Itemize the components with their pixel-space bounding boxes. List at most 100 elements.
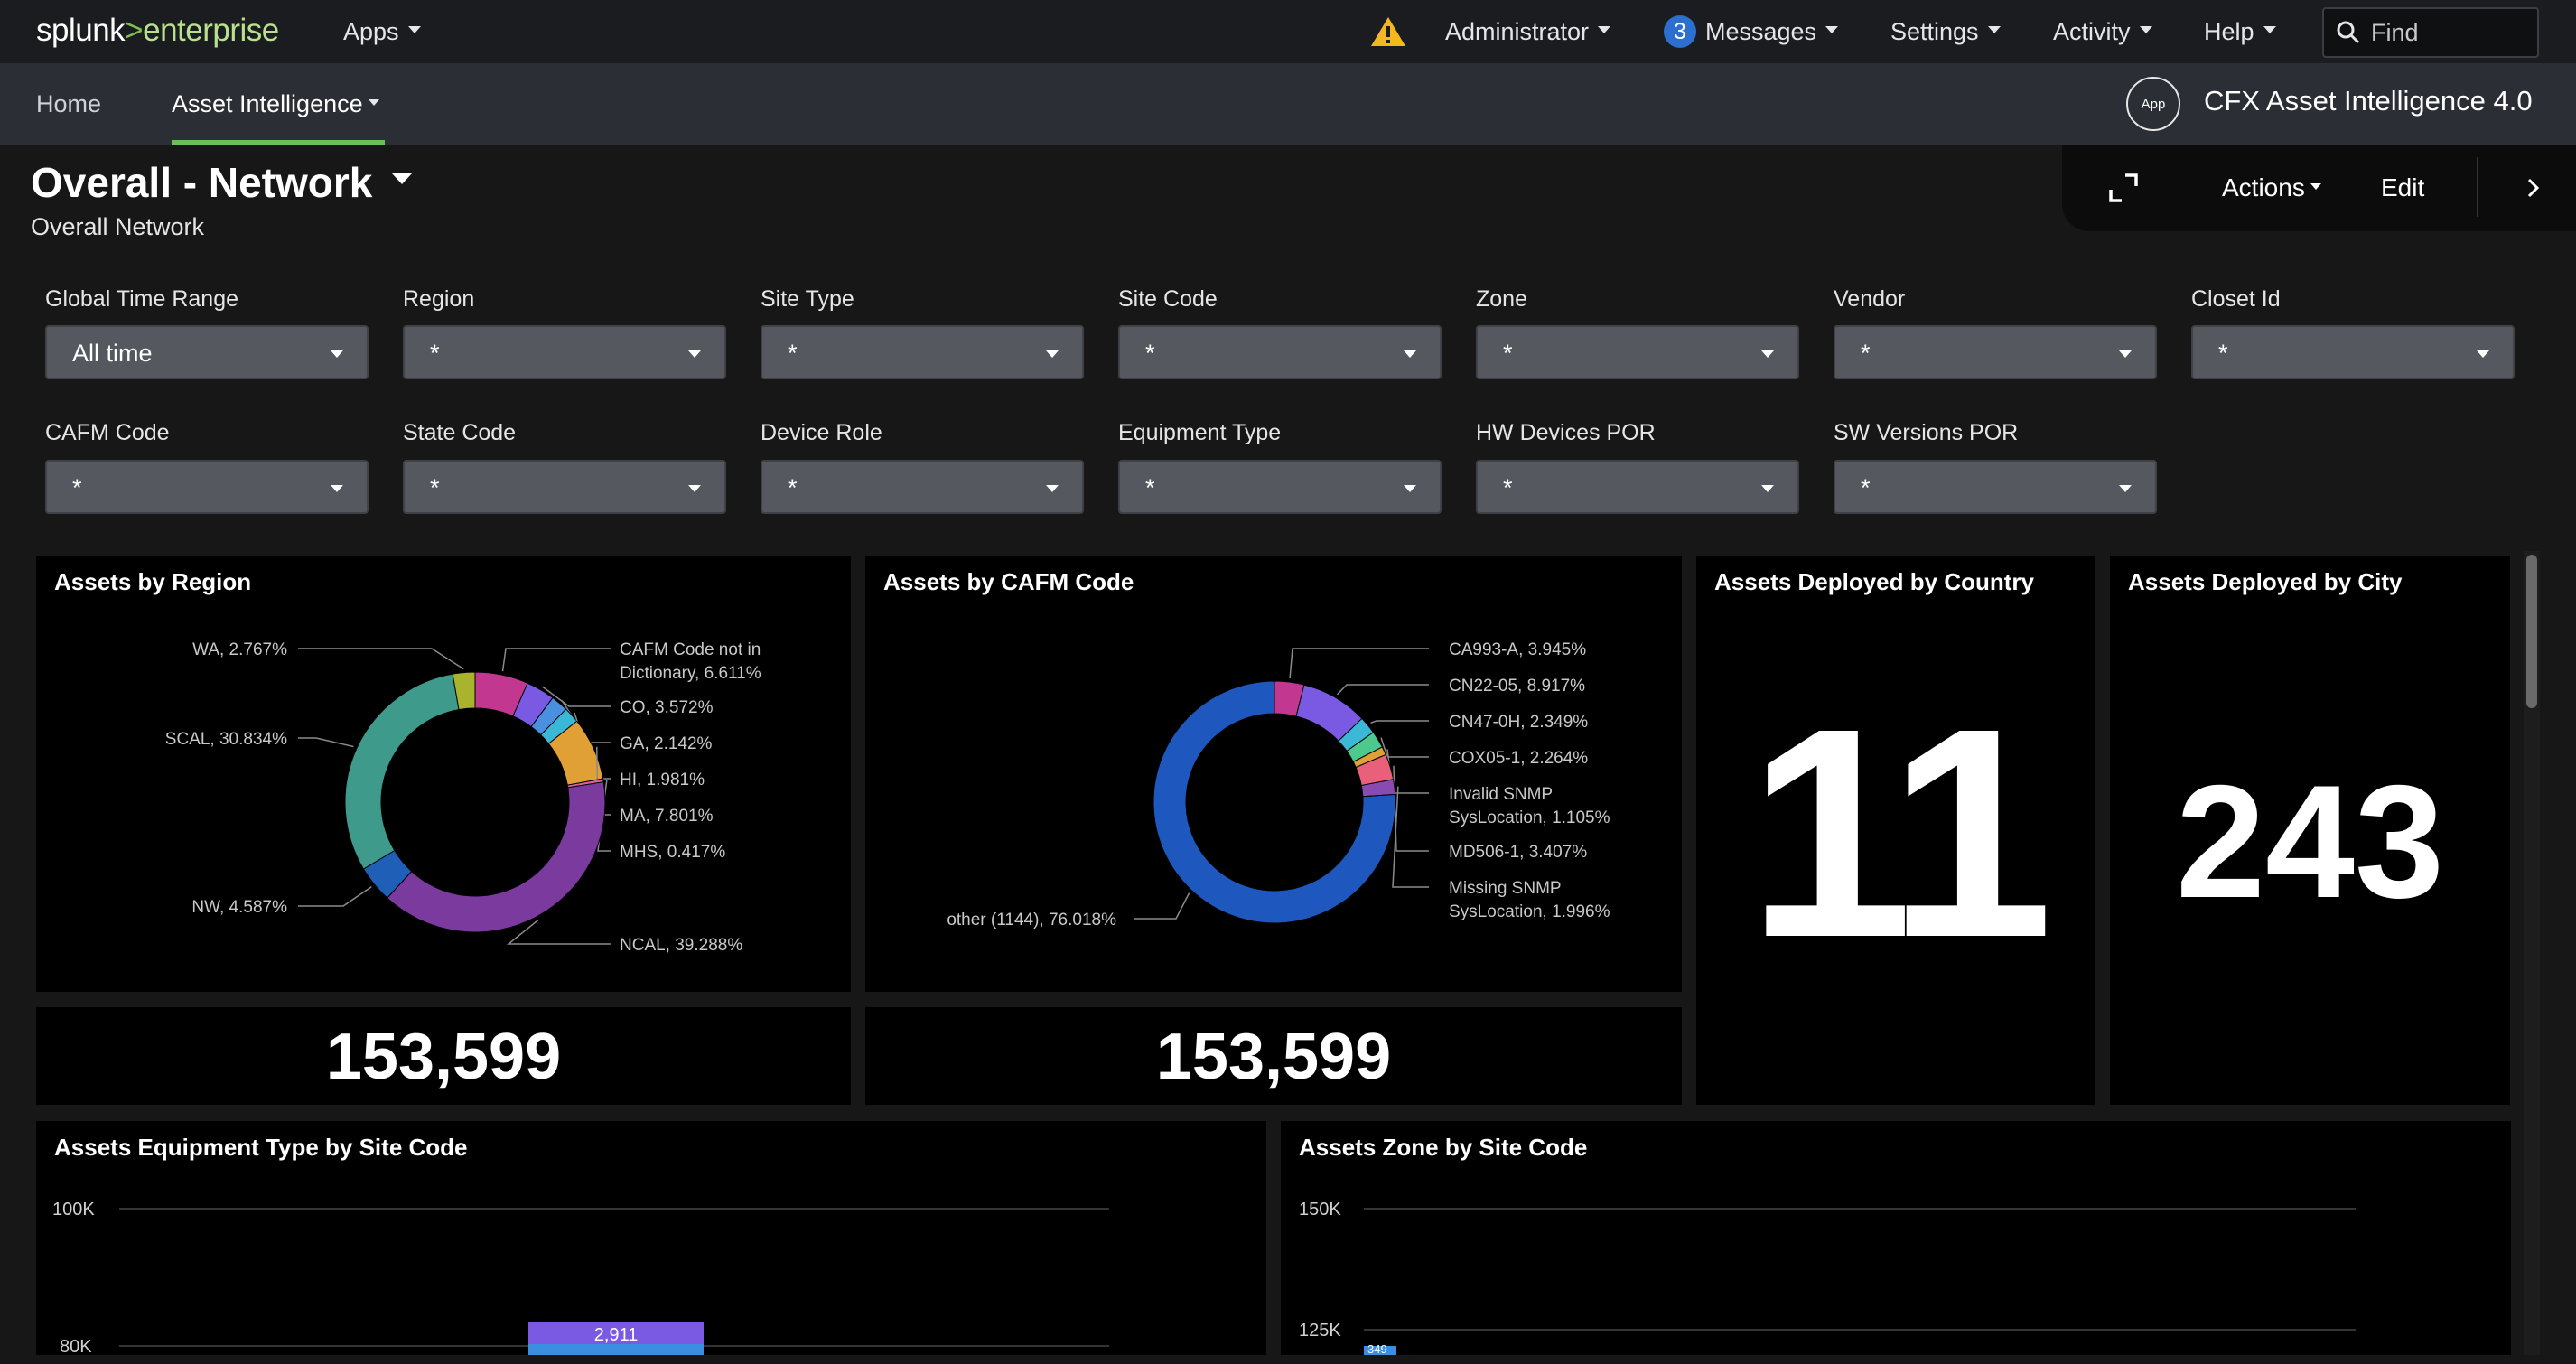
dropdown-value: All time xyxy=(72,340,153,367)
leader-line xyxy=(506,919,611,945)
dashboard-title[interactable]: Overall - Network xyxy=(31,158,413,207)
hw-devices-por-dropdown[interactable]: * xyxy=(1476,460,1799,514)
slice-label: GA, 2.142% xyxy=(620,734,713,753)
bar-data-label: 349 xyxy=(1367,1342,1387,1355)
chevron-down-icon xyxy=(392,173,413,184)
chevron-right-icon xyxy=(2527,178,2540,198)
tab-asset-intelligence-label: Asset Intelligence xyxy=(172,90,363,117)
global-time-range-dropdown[interactable]: All time xyxy=(45,325,369,379)
donut-slice[interactable] xyxy=(344,673,460,870)
slice-label: MA, 7.801% xyxy=(620,807,714,826)
chevron-down-icon xyxy=(368,99,379,106)
chevron-down-icon xyxy=(2119,485,2132,492)
chevron-down-icon xyxy=(1825,26,1839,33)
splunk-logo[interactable]: splunk>enterprise xyxy=(36,13,279,48)
collapse-button[interactable] xyxy=(2525,145,2543,231)
slice-label: CA993-A, 3.945% xyxy=(1449,640,1586,659)
leader-line xyxy=(1336,684,1429,696)
bar-segment[interactable] xyxy=(1364,1346,1396,1355)
y-tick-label: 100K xyxy=(52,1200,95,1219)
panel-title: Assets Zone by Site Code xyxy=(1299,1134,1588,1161)
fullscreen-button[interactable] xyxy=(2107,145,2140,231)
dropdown-value: * xyxy=(1861,474,1871,501)
filter-label: Device Role xyxy=(761,420,882,445)
vendor-dropdown[interactable]: * xyxy=(1834,325,2157,379)
filter-label: State Code xyxy=(403,420,517,445)
search-icon xyxy=(2337,21,2360,44)
sw-versions-por-dropdown[interactable]: * xyxy=(1834,460,2157,514)
actions-button[interactable]: Actions xyxy=(2222,145,2321,231)
donut-slice[interactable] xyxy=(386,781,606,933)
state-code-dropdown[interactable]: * xyxy=(403,460,726,514)
warning-button[interactable] xyxy=(1369,0,1407,63)
site-code-dropdown[interactable]: * xyxy=(1118,325,1442,379)
dropdown-value: * xyxy=(430,340,440,367)
scrollbar-track[interactable] xyxy=(2524,551,2540,1355)
app-icon: App xyxy=(2126,77,2180,131)
zone-bar-chart: 150K 125K 349 xyxy=(1299,1200,2356,1355)
administrator-menu[interactable]: Administrator xyxy=(1445,0,1611,63)
cafm-code-dropdown[interactable]: * xyxy=(45,460,369,514)
device-role-dropdown[interactable]: * xyxy=(761,460,1084,514)
chevron-down-icon xyxy=(331,485,343,492)
leader-line xyxy=(1134,892,1190,920)
apps-label: Apps xyxy=(343,17,399,45)
slice-label: COX05-1, 2.264% xyxy=(1449,749,1588,768)
panel-title: Assets Deployed by City xyxy=(2128,568,2403,595)
site-type-dropdown[interactable]: * xyxy=(761,325,1084,379)
filter-label: Vendor xyxy=(1834,286,1906,312)
filter-label: Closet Id xyxy=(2191,286,2281,312)
slice-label: SCAL, 30.834% xyxy=(165,730,287,749)
tab-asset-intelligence[interactable]: Asset Intelligence xyxy=(172,64,385,145)
tab-home[interactable]: Home xyxy=(36,64,101,145)
find-input[interactable]: Find xyxy=(2322,7,2539,58)
activity-label: Activity xyxy=(2053,17,2131,45)
actions-label: Actions xyxy=(2222,173,2305,201)
chevron-down-icon xyxy=(1046,485,1059,492)
slice-label: Missing SNMP SysLocation, 1.996% xyxy=(1449,879,1610,921)
country-count-value: 11 xyxy=(1747,666,2054,999)
apps-menu[interactable]: Apps xyxy=(343,0,421,63)
leader-line xyxy=(298,648,464,670)
chevron-down-icon xyxy=(2477,350,2489,358)
zone-dropdown[interactable]: * xyxy=(1476,325,1799,379)
chevron-down-icon xyxy=(1761,350,1774,358)
chevron-down-icon xyxy=(1987,26,2001,33)
equipment-type-bar-chart: 100K 80K 2,911 xyxy=(52,1200,1109,1355)
settings-menu[interactable]: Settings xyxy=(1890,0,2001,63)
region-dropdown[interactable]: * xyxy=(403,325,726,379)
dropdown-value: * xyxy=(1861,340,1871,367)
dropdown-value: * xyxy=(1145,474,1155,501)
scrollbar-thumb[interactable] xyxy=(2526,555,2537,708)
filter-label: Region xyxy=(403,286,475,312)
assets-by-cafm-panel: Assets by CAFM Code CA993-A, 3.945% CN22-… xyxy=(865,556,1682,992)
donut-slice[interactable] xyxy=(452,671,476,711)
dropdown-value: * xyxy=(1145,340,1155,367)
edit-button[interactable]: Edit xyxy=(2381,145,2424,231)
city-count-value: 243 xyxy=(2176,752,2444,931)
slice-label: HI, 1.981% xyxy=(620,771,705,789)
region-total-value: 153,599 xyxy=(325,1021,562,1093)
expand-icon xyxy=(2109,173,2138,202)
leader-line xyxy=(298,885,372,907)
filter-label: Site Type xyxy=(761,286,854,312)
active-tab-indicator xyxy=(172,140,385,145)
panel-title: Assets by Region xyxy=(54,568,252,595)
messages-menu[interactable]: 3 Messages xyxy=(1664,0,1839,63)
closet-id-dropdown[interactable]: * xyxy=(2191,325,2515,379)
help-menu[interactable]: Help xyxy=(2204,0,2276,63)
slice-label: CN22-05, 8.917% xyxy=(1449,677,1585,696)
leader-line xyxy=(501,648,611,672)
region-donut-chart: CAFM Code not in Dictionary, 6.611% CO, 3.… xyxy=(165,640,761,955)
activity-menu[interactable]: Activity xyxy=(2053,0,2152,63)
bar-segment[interactable] xyxy=(528,1344,704,1355)
slice-label: WA, 2.767% xyxy=(192,640,287,659)
filter-label: CAFM Code xyxy=(45,420,170,445)
donut-slice[interactable] xyxy=(1153,680,1396,924)
help-label: Help xyxy=(2204,17,2254,45)
equipment-type-dropdown[interactable]: * xyxy=(1118,460,1442,514)
filter-label: Zone xyxy=(1476,286,1527,312)
dropdown-value: * xyxy=(788,474,798,501)
messages-label: Messages xyxy=(1705,17,1817,45)
chevron-down-icon xyxy=(1404,350,1416,358)
